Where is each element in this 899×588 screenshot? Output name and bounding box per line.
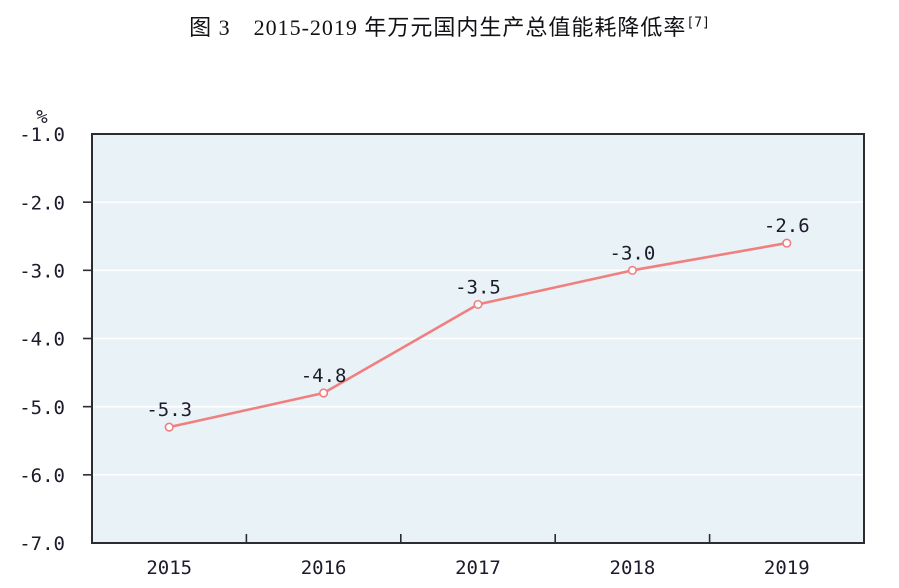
y-tick-label: -7.0 — [19, 533, 65, 555]
x-tick-label-2018: 2018 — [610, 557, 656, 579]
line-chart: -1.0 -2.0 -3.0 -4.0 -5.0 -6.0 -7.0 -5.3 2015 -4.8… — [19, 106, 865, 579]
figure-title-text: 图 3 2015-2019 年万元国内生产总值能耗降低率 — [189, 15, 687, 40]
x-tick-label-2015: 2015 — [146, 557, 192, 579]
y-tick-label: -1.0 — [19, 124, 65, 146]
data-point-2019 — [782, 238, 792, 248]
data-point-2015 — [164, 422, 174, 432]
y-tick-label: -4.0 — [19, 329, 65, 351]
data-label-2015: -5.3 — [146, 399, 192, 421]
data-label-2016: -4.8 — [301, 365, 347, 387]
footnote-ref-link[interactable]: [7] — [686, 15, 710, 31]
data-label-2019: -2.6 — [764, 215, 810, 237]
y-tick-label: -6.0 — [19, 465, 65, 487]
data-point-2017 — [473, 299, 483, 310]
y-axis-unit-label: % — [36, 106, 48, 128]
x-tick-label-2019: 2019 — [764, 557, 810, 579]
data-label-2018: -3.0 — [610, 242, 656, 264]
figure-title: 图 3 2015-2019 年万元国内生产总值能耗降低率[7] — [0, 14, 899, 42]
x-tick-label-2016: 2016 — [301, 557, 347, 579]
y-tick-label: -3.0 — [19, 261, 65, 283]
data-label-2017: -3.5 — [455, 276, 501, 298]
data-point-2016 — [319, 388, 329, 398]
y-tick-label: -2.0 — [19, 192, 65, 214]
y-tick-label: -5.0 — [19, 397, 65, 419]
x-tick-label-2017: 2017 — [455, 557, 501, 579]
data-point-2018 — [627, 265, 638, 275]
plot-border — [91, 133, 865, 544]
